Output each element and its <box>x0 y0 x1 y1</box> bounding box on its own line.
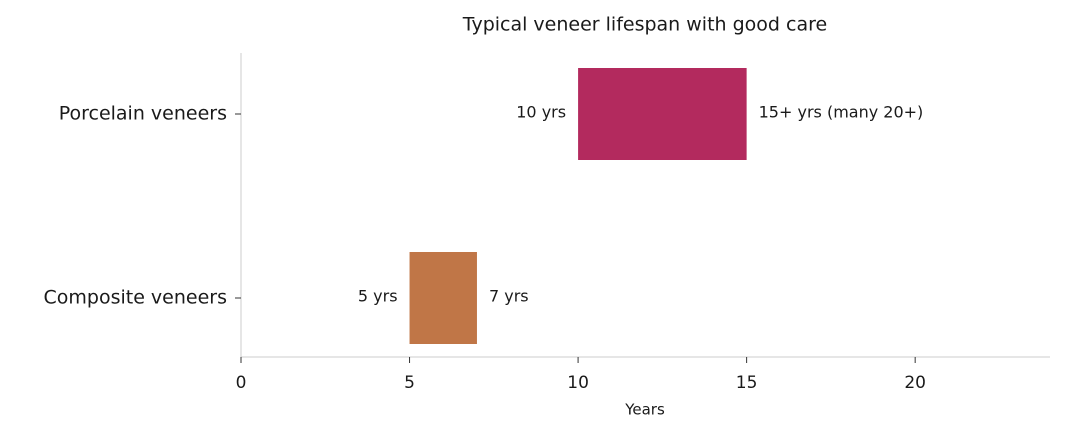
start-value-label: 10 yrs <box>516 103 566 122</box>
end-value-label: 15+ yrs (many 20+) <box>759 103 924 122</box>
x-tick-label: 0 <box>236 373 247 393</box>
start-value-label: 5 yrs <box>358 287 398 306</box>
chart-title: Typical veneer lifespan with good care <box>462 14 827 36</box>
x-tick-label: 15 <box>736 373 758 393</box>
x-tick-label: 10 <box>567 373 589 393</box>
end-value-label: 7 yrs <box>489 287 529 306</box>
x-tick-label: 20 <box>904 373 926 393</box>
x-tick-label: 5 <box>404 373 415 393</box>
bar <box>578 68 747 160</box>
bar <box>409 252 477 344</box>
x-axis-label: Years <box>624 401 665 419</box>
y-tick-label: Composite veneers <box>43 287 227 309</box>
y-tick-label: Porcelain veneers <box>59 103 227 125</box>
